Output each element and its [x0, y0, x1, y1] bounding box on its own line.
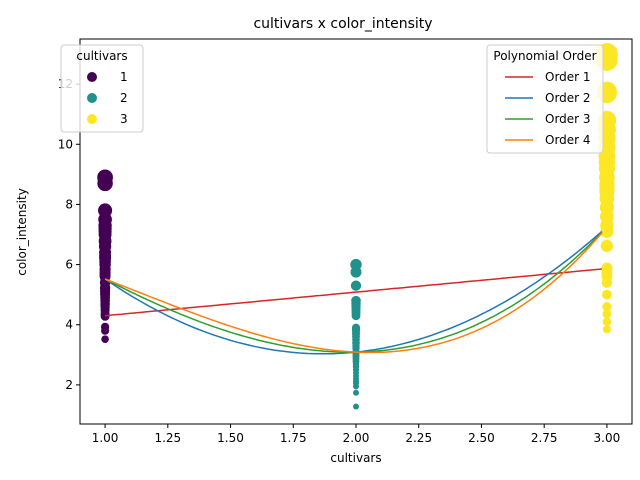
data-point-cultivar-2	[351, 295, 361, 306]
x-tick-label: 2.25	[405, 431, 432, 445]
x-tick-label: 1.00	[92, 431, 119, 445]
legend-label-cultivar-1: 1	[120, 70, 128, 84]
x-tick-label: 1.75	[280, 431, 307, 445]
polynomial-order-legend-box	[486, 44, 604, 154]
fit-line-order-1	[105, 268, 602, 317]
legend-label-order-2: Order 2	[545, 91, 591, 105]
polynomial-order-legend: Polynomial Order Order 1 Order 2 Order 3 Or…	[486, 44, 604, 154]
polynomial-order-legend-title: Polynomial Order	[493, 49, 596, 63]
data-point-cultivar-3	[601, 262, 613, 274]
data-point-cultivar-3	[600, 239, 614, 253]
x-axis-label: cultivars	[330, 451, 381, 465]
x-tick-label: 2.00	[343, 431, 370, 445]
data-point-cultivar-2	[351, 323, 361, 332]
cultivars-legend-box	[60, 44, 144, 133]
data-point-cultivar-2	[353, 403, 359, 410]
legend-marker-cultivar-1	[87, 72, 97, 82]
legend-label-cultivar-3: 3	[120, 112, 128, 126]
data-point-cultivar-2	[350, 258, 362, 271]
data-point-cultivar-3	[602, 317, 612, 327]
data-point-cultivar-2	[350, 280, 362, 291]
x-tick-label: 1.25	[154, 431, 181, 445]
y-tick-label: 2	[65, 378, 73, 392]
x-tick-label: 2.75	[531, 431, 558, 445]
legend-label-order-4: Order 4	[545, 133, 591, 147]
data-point-cultivar-3	[602, 325, 611, 334]
y-tick-label: 4	[65, 318, 73, 332]
legend-label-cultivar-2: 2	[120, 91, 128, 105]
legend-marker-cultivar-3	[87, 114, 97, 124]
fit-line-order-4	[104, 232, 603, 354]
legend-label-order-3: Order 3	[545, 112, 591, 126]
x-tick-label: 1.50	[217, 431, 244, 445]
x-tick-label: 3.00	[594, 431, 621, 445]
legend-marker-cultivar-2	[87, 93, 97, 103]
y-axis-label: color_intensity	[15, 188, 29, 276]
data-point-cultivar-1	[100, 322, 110, 331]
y-tick-label: 6	[65, 258, 73, 272]
x-axis: 1.00 1.25 1.50 1.75 2.00 2.25 2.50 2.75 3.00	[92, 424, 621, 445]
data-point-cultivar-2	[353, 389, 359, 396]
data-point-cultivar-3	[601, 289, 612, 300]
data-point-cultivar-1	[98, 203, 113, 218]
data-point-cultivar-1	[101, 335, 109, 344]
cultivars-legend-title: cultivars	[76, 49, 127, 63]
data-point-cultivar-1	[97, 169, 113, 186]
x-tick-label: 2.50	[468, 431, 495, 445]
cultivars-legend: cultivars 1 2 3	[60, 44, 144, 133]
data-point-cultivar-3	[602, 302, 612, 312]
chart-title: cultivars x color_intensity	[253, 16, 432, 32]
data-point-cultivar-3	[602, 309, 612, 319]
legend-label-order-1: Order 1	[545, 70, 591, 84]
y-tick-label: 8	[65, 197, 73, 211]
y-tick-label: 10	[58, 137, 73, 151]
